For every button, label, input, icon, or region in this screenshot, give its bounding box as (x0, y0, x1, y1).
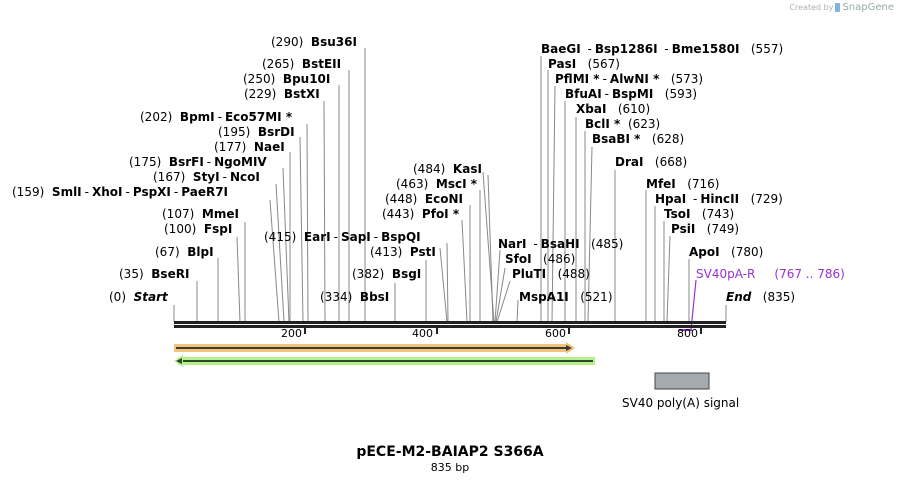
site-label-bfuai-bspmi[interactable]: BfuAI - BspMI (593) (565, 87, 698, 101)
site-label-styi-ncoi[interactable]: (167) StyI - NcoI (153, 170, 260, 184)
ruler-ticks (304, 328, 702, 334)
site-label-bpu10i[interactable]: (250) Bpu10I (243, 72, 331, 86)
site-label-mspa1i[interactable]: MspA1I (521) (519, 290, 613, 304)
site-label-bsrdi[interactable]: (195) BsrDI (218, 125, 295, 139)
site-label-bsu36i[interactable]: (290) Bsu36I (271, 35, 357, 49)
cut-site-lines (173, 48, 727, 323)
ruler-tick-800: 800 (677, 327, 698, 340)
site-label-smli-xhoi[interactable]: (159) SmlI - XhoI - PspXI - PaeR7I (12, 185, 229, 199)
site-label-bsrfi-ngomiv[interactable]: (175) BsrFI - NgoMIV (129, 155, 267, 169)
sv40-polya-feature-label[interactable]: SV40 poly(A) signal (622, 396, 740, 410)
ruler-tick-600: 600 (545, 327, 566, 340)
site-label-bsteii[interactable]: (265) BstEII (262, 57, 342, 71)
map-start-label: (0) Start (109, 290, 168, 304)
credit-prefix: Created by (789, 3, 834, 12)
site-label-nari-bsahi[interactable]: NarI - BsaHI (485) (498, 237, 624, 251)
site-label-drai[interactable]: DraI (668) (615, 155, 688, 169)
backbone-bottom-strand (174, 325, 726, 328)
site-label-bsabi[interactable]: BsaBI * (628) (592, 132, 685, 146)
green-reverse-feature (174, 355, 595, 367)
site-label-bstxi[interactable]: (229) BstXI (244, 87, 320, 101)
site-label-bseri[interactable]: (35) BseRI (119, 267, 190, 281)
site-label-mmei[interactable]: (107) MmeI (162, 207, 239, 221)
site-label-xbai[interactable]: XbaI (610) (576, 102, 651, 116)
site-label-pfoi[interactable]: (443) PfoI * (382, 207, 460, 221)
sv40-polya-feature-box (654, 372, 710, 390)
site-label-psii[interactable]: PsiI (749) (671, 222, 740, 236)
backbone-top-strand (174, 321, 726, 324)
primer-label-sv40pa-r[interactable]: SV40pA-R (767 .. 786) (696, 267, 845, 281)
site-label-econi[interactable]: (448) EcoNI (385, 192, 463, 206)
site-label-tsoi[interactable]: TsoI (743) (664, 207, 735, 221)
site-label-bcli[interactable]: BclI * (623) (585, 117, 661, 131)
site-label-bpmi-eco57mi[interactable]: (202) BpmI - Eco57MI * (140, 110, 293, 124)
plasmid-title: pECE-M2-BAIAP2 S366A (356, 444, 544, 460)
site-label-bsgi[interactable]: (382) BsgI (352, 267, 422, 281)
site-label-bbsi[interactable]: (334) BbsI (320, 290, 390, 304)
site-label-naei[interactable]: (177) NaeI (214, 140, 285, 154)
ruler-tick-400: 400 (412, 327, 433, 340)
site-label-psti[interactable]: (413) PstI (370, 245, 436, 259)
ruler-tick-200: 200 (281, 327, 302, 340)
site-label-kasi[interactable]: (484) KasI (413, 162, 482, 176)
site-label-sfoi[interactable]: SfoI (486) (505, 252, 576, 266)
site-label-eari-sapi-bspqi[interactable]: (415) EarI - SapI - BspQI (264, 230, 421, 244)
site-label-hpai-hincii[interactable]: HpaI - HincII (729) (655, 192, 783, 206)
plasmid-length: 835 bp (430, 461, 470, 474)
site-label-pflmi-alwni[interactable]: PflMI * - AlwNI * (573) (555, 72, 704, 86)
map-end-label: End (835) (726, 290, 796, 304)
site-label-baegi-bsp1286i-bme1580i[interactable]: BaeGI - Bsp1286I - Bme1580I (557) (541, 42, 784, 56)
site-label-fspi[interactable]: (100) FspI (164, 222, 233, 236)
site-label-mfei[interactable]: MfeI (716) (646, 177, 720, 191)
site-label-msci[interactable]: (463) MscI * (396, 177, 478, 191)
site-label-blpi[interactable]: (67) BlpI (155, 245, 214, 259)
site-label-pasi[interactable]: PasI (567) (548, 57, 620, 71)
credit-brand: SnapGene (842, 2, 894, 13)
orange-forward-feature (174, 342, 575, 354)
snapgene-credit: Created by SnapGene (789, 2, 894, 13)
snapgene-logo-icon (835, 3, 841, 12)
site-label-pluti[interactable]: PluTI (488) (512, 267, 590, 281)
site-label-apoi[interactable]: ApoI (780) (689, 245, 764, 259)
